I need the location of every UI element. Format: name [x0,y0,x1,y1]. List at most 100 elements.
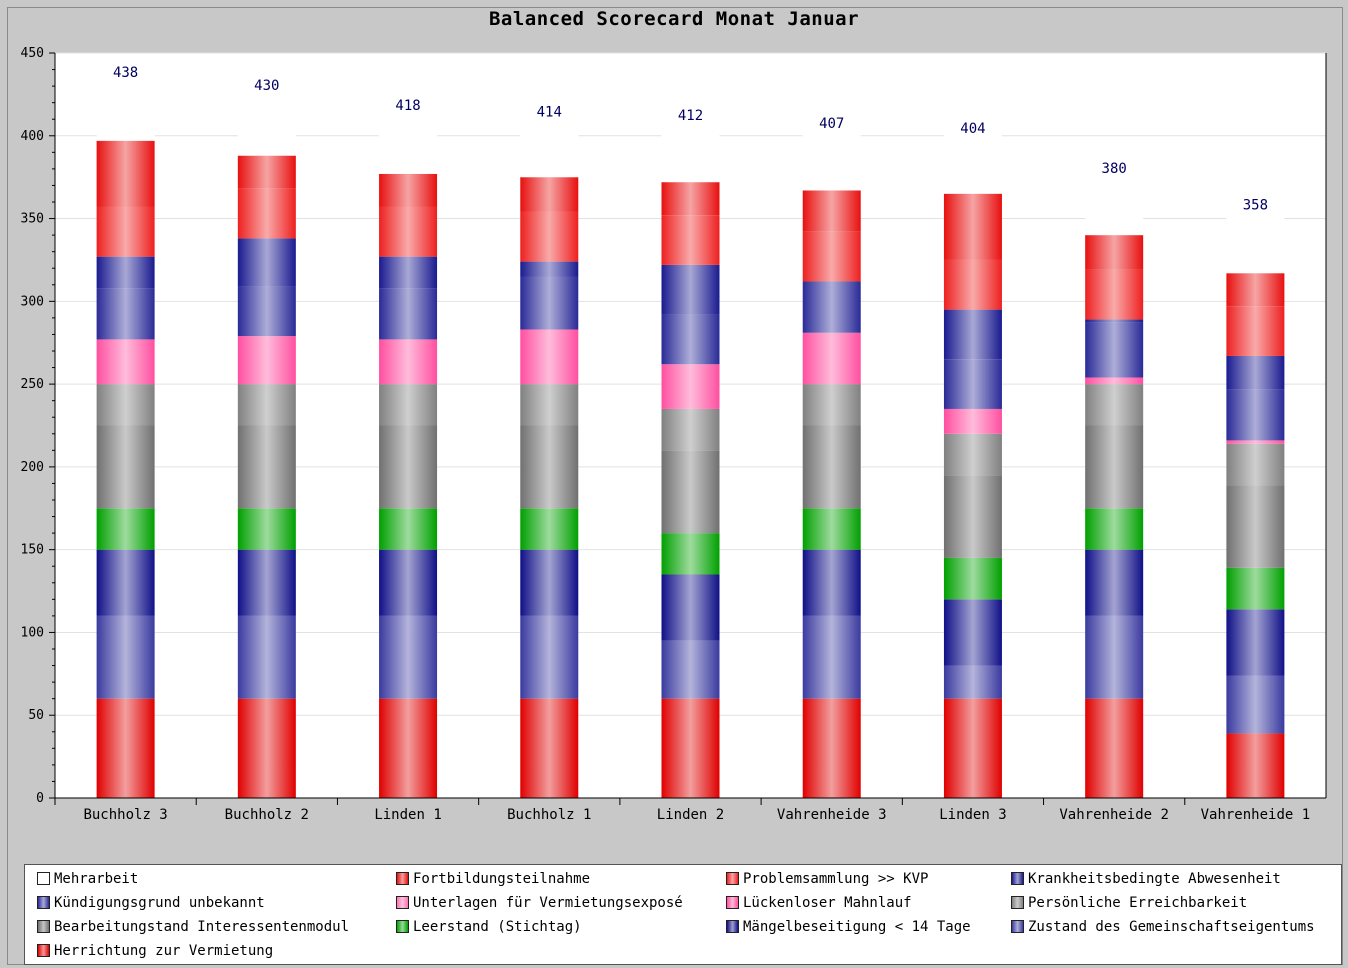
bar-segment [661,215,720,265]
bar-segment [96,206,155,257]
y-tick-label: 450 [21,46,44,61]
legend-label: Krankheitsbedingte Abwesenheit [1028,871,1281,887]
bar-segment [802,425,861,509]
bar-segment [1085,615,1144,699]
bar-segment [943,193,1002,260]
bar-segment [1226,567,1285,610]
legend-swatch [37,920,50,933]
y-tick-label: 250 [21,377,44,392]
bar-segment [1085,167,1144,236]
y-tick-label: 0 [36,791,44,806]
y-tick-label: 50 [28,708,44,723]
legend-item: Kündigungsgrund unbekannt [37,893,265,913]
bar-segment [1226,443,1285,486]
bar-segment [802,384,861,426]
legend-swatch [37,896,50,909]
legend-item: Zustand des Gemeinschaftseigentums [1011,917,1315,937]
y-tick-label: 100 [21,625,44,640]
legend-label: Herrichtung zur Vermietung [54,943,274,959]
bar-segment [1226,389,1285,441]
y-tick-label: 300 [21,294,44,309]
bar-segment [379,173,438,207]
bar-segment [1085,698,1144,798]
bar-segment [943,599,1002,666]
legend-label: Zustand des Gemeinschaftseigentums [1028,919,1315,935]
legend-label: Mängelbeseitigung < 14 Tage [743,919,971,935]
bar-segment [237,286,296,337]
bar-segment [237,238,296,287]
bar-segment [661,114,720,183]
bar-segment [379,698,438,798]
chart-title: Balanced Scorecard Monat Januar [488,8,860,30]
bar-segment [379,288,438,340]
legend: Mehrarbeit Fortbildungsteilnahme Problemsa… [24,864,1342,965]
bar-segment [1226,355,1285,390]
bar-segment [379,384,438,426]
bar-segment [1226,609,1285,676]
bar-segment [943,408,1002,434]
x-tick-label: Vahrenheide 3 [777,807,887,823]
bar-segment [661,182,720,216]
bar-segment [96,698,155,798]
bar-segment [802,508,861,550]
legend-item: Lückenloser Mahnlauf [726,893,912,913]
bar-segment [520,211,579,262]
bar-segment [96,508,155,550]
bar-segment [379,105,438,174]
bar-segment [96,72,155,141]
bar-segment [1226,675,1285,734]
legend-swatch [726,872,739,885]
bar-segment [379,339,438,385]
bar-segment [96,140,155,207]
bar-segment [96,549,155,616]
y-tick-label: 150 [21,543,44,558]
x-tick-label: Buchholz 3 [83,807,167,823]
bar-segment [943,259,1002,310]
bar-segment [237,86,296,156]
bar-segment [379,206,438,257]
x-tick-label: Linden 1 [374,807,441,823]
bar-segment [520,615,579,699]
legend-swatch [37,944,50,957]
bar-segment [943,309,1002,360]
legend-label: Leerstand (Stichtag) [413,919,582,935]
bar-segment [1085,549,1144,616]
bar-total-label: 404 [960,121,985,137]
bar-segment [1226,205,1285,274]
bar-segment [520,261,579,277]
bar-segment [802,190,861,232]
bar-segment [802,122,861,191]
bar-segment [96,288,155,340]
legend-item: Leerstand (Stichtag) [396,917,582,937]
bar-segment [237,615,296,699]
bar-segment [520,329,579,385]
bar-segment [96,384,155,426]
legend-label: Bearbeitungstand Interessentenmodul [54,919,350,935]
bar-segment [661,533,720,575]
bar-segment [1085,384,1144,426]
x-tick-label: Linden 3 [939,807,1006,823]
bar-segment [802,549,861,616]
bar-segment [520,698,579,798]
bar-segment [1085,377,1144,385]
bar-segment [802,332,861,385]
bar-segment [661,450,720,534]
bar-segment [661,574,720,641]
bar-segment [1085,425,1144,509]
bar-segment [237,425,296,509]
bar-total-label: 358 [1243,197,1268,213]
legend-swatch [1011,920,1024,933]
bar-total-label: 380 [1102,161,1127,177]
bar-segment [802,698,861,798]
x-tick-label: Vahrenheide 1 [1201,807,1311,823]
bar-segment [520,110,579,178]
bar-segment [1226,440,1285,444]
bar-segment [943,124,1002,194]
x-tick-label: Buchholz 2 [225,807,309,823]
bar-segment [661,408,720,451]
bar-segment [1226,306,1285,356]
bar-segment [96,425,155,509]
bar-segment [661,264,720,315]
bar-segment [96,256,155,289]
bar-segment [237,336,296,385]
